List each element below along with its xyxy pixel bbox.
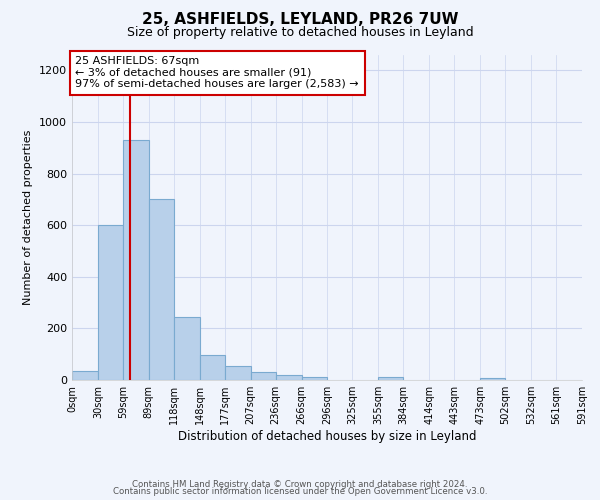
Bar — [200, 356, 225, 380]
Bar — [480, 378, 505, 380]
Bar — [98, 225, 123, 380]
Bar — [174, 317, 200, 380]
Bar — [275, 376, 302, 380]
X-axis label: Distribution of detached houses by size in Leyland: Distribution of detached houses by size … — [178, 430, 476, 443]
Text: 25, ASHFIELDS, LEYLAND, PR26 7UW: 25, ASHFIELDS, LEYLAND, PR26 7UW — [142, 12, 458, 28]
Text: Size of property relative to detached houses in Leyland: Size of property relative to detached ho… — [127, 26, 473, 39]
Bar — [72, 371, 98, 380]
Text: Contains public sector information licensed under the Open Government Licence v3: Contains public sector information licen… — [113, 487, 487, 496]
Y-axis label: Number of detached properties: Number of detached properties — [23, 130, 34, 305]
Bar — [123, 140, 149, 380]
Text: Contains HM Land Registry data © Crown copyright and database right 2024.: Contains HM Land Registry data © Crown c… — [132, 480, 468, 489]
Bar — [302, 378, 328, 380]
Bar — [149, 200, 174, 380]
Text: 25 ASHFIELDS: 67sqm
← 3% of detached houses are smaller (91)
97% of semi-detache: 25 ASHFIELDS: 67sqm ← 3% of detached hou… — [76, 56, 359, 90]
Bar — [251, 372, 275, 380]
Bar — [225, 366, 251, 380]
Bar — [379, 378, 403, 380]
